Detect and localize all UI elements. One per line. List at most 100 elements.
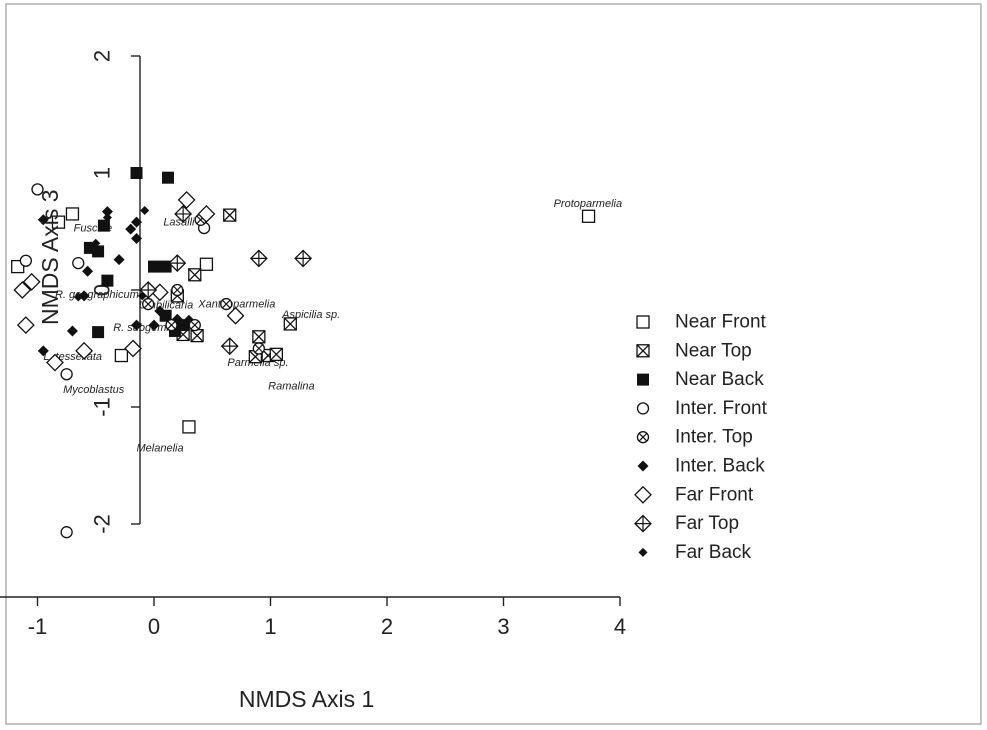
point-inter-back — [154, 305, 166, 317]
point-far-front — [226, 306, 245, 325]
point-inter-back — [101, 206, 113, 218]
point-near-front — [51, 215, 66, 229]
point-far-back — [137, 291, 147, 301]
data-points — [11, 167, 596, 539]
point-inter-back — [171, 313, 183, 325]
point-near-front — [199, 257, 214, 271]
species-annotation: Melanelia — [137, 442, 184, 454]
x-tick-label: 4 — [614, 614, 626, 639]
y-tick-label: 1 — [90, 167, 115, 179]
point-far-back — [184, 314, 194, 324]
point-far-top — [249, 249, 268, 268]
point-near-front — [581, 209, 596, 223]
point-inter-front — [72, 256, 85, 270]
point-near-top — [190, 328, 204, 343]
y-tick-label: -1 — [90, 397, 115, 417]
point-inter-front — [60, 368, 73, 381]
point-near-back — [177, 319, 190, 332]
point-inter-back — [131, 216, 143, 228]
point-inter-top — [171, 283, 184, 297]
species-annotation: Lasalli — [163, 217, 195, 229]
y-tick-label: 0 — [90, 284, 115, 296]
point-near-back — [148, 260, 160, 273]
x-tick-label: -1 — [28, 614, 48, 639]
x-tick-label: 1 — [264, 614, 276, 639]
legend-label-inter-front: Inter. Front — [675, 398, 768, 419]
legend-marker-inter-top — [636, 431, 650, 444]
y-tick-label: 2 — [90, 50, 115, 62]
point-inter-back — [82, 265, 94, 277]
point-near-top — [252, 330, 266, 344]
point-near-back — [97, 219, 110, 232]
point-inter-top — [252, 342, 266, 355]
point-far-front — [197, 205, 216, 223]
legend-marker-near-front — [636, 315, 650, 329]
point-far-top — [168, 254, 187, 273]
point-far-front — [124, 339, 142, 358]
point-near-back — [130, 167, 143, 179]
x-axis-title: NMDS Axis 1 — [239, 686, 374, 712]
point-inter-top — [142, 297, 155, 311]
species-annotation: Ramalina — [268, 380, 314, 392]
point-far-front — [177, 190, 196, 209]
point-far-front — [22, 272, 41, 291]
x-tick-label: 0 — [148, 614, 160, 639]
point-near-top — [269, 347, 283, 362]
legend: Near Front Near Top Near Back Inter. Front I… — [634, 312, 768, 563]
legend-label-far-top: Far Top — [675, 513, 739, 534]
legend-label-far-back: Far Back — [675, 542, 752, 563]
point-far-top — [294, 249, 313, 268]
point-far-back — [140, 205, 150, 215]
point-inter-front — [19, 254, 33, 267]
point-near-back — [92, 245, 105, 258]
point-near-top — [283, 317, 297, 331]
point-inter-back — [66, 325, 78, 337]
point-inter-top — [165, 318, 178, 332]
point-near-top — [188, 268, 202, 282]
x-tick-label: 2 — [381, 614, 393, 639]
point-far-front — [46, 353, 64, 372]
point-far-back — [102, 212, 112, 222]
y-tick-label: -2 — [90, 514, 115, 534]
point-inter-back — [125, 223, 137, 235]
point-far-front — [16, 316, 35, 335]
point-near-back — [92, 326, 105, 339]
legend-label-near-back: Near Back — [675, 369, 764, 390]
point-near-back — [161, 171, 174, 184]
figure-frame — [5, 3, 982, 725]
y-axis-title: NMDS Axis 3 — [37, 189, 63, 324]
point-near-front — [182, 420, 196, 434]
point-inter-back — [148, 319, 160, 331]
point-near-back — [101, 274, 114, 287]
legend-label-far-front: Far Front — [675, 484, 754, 505]
point-inter-back — [131, 319, 143, 331]
point-near-front — [114, 348, 129, 363]
legend-marker-far-top — [634, 514, 652, 533]
point-near-front — [65, 207, 80, 221]
point-inter-back — [113, 254, 125, 266]
species-annotation: Xanthoparmelia — [197, 299, 275, 311]
legend-marker-far-front — [634, 485, 652, 504]
legend-label-near-top: Near Top — [675, 340, 752, 361]
legend-label-inter-back: Inter. Back — [675, 456, 765, 477]
point-inter-top — [188, 318, 201, 332]
legend-marker-near-top — [636, 344, 650, 358]
legend-label-inter-top: Inter. Top — [675, 427, 753, 448]
point-far-back — [73, 292, 83, 302]
legend-marker-far-back — [638, 547, 648, 557]
point-far-top — [220, 337, 239, 356]
point-far-front — [75, 341, 94, 360]
point-inter-front — [60, 526, 73, 539]
point-inter-top — [220, 297, 233, 311]
point-far-top — [174, 205, 193, 223]
point-far-front — [13, 281, 32, 299]
point-inter-back — [131, 233, 143, 245]
legend-marker-inter-front — [636, 402, 650, 415]
point-inter-front — [31, 183, 44, 196]
point-near-top — [223, 208, 237, 222]
legend-marker-inter-back — [637, 460, 649, 472]
species-annotation: Protoparmelia — [554, 198, 622, 210]
